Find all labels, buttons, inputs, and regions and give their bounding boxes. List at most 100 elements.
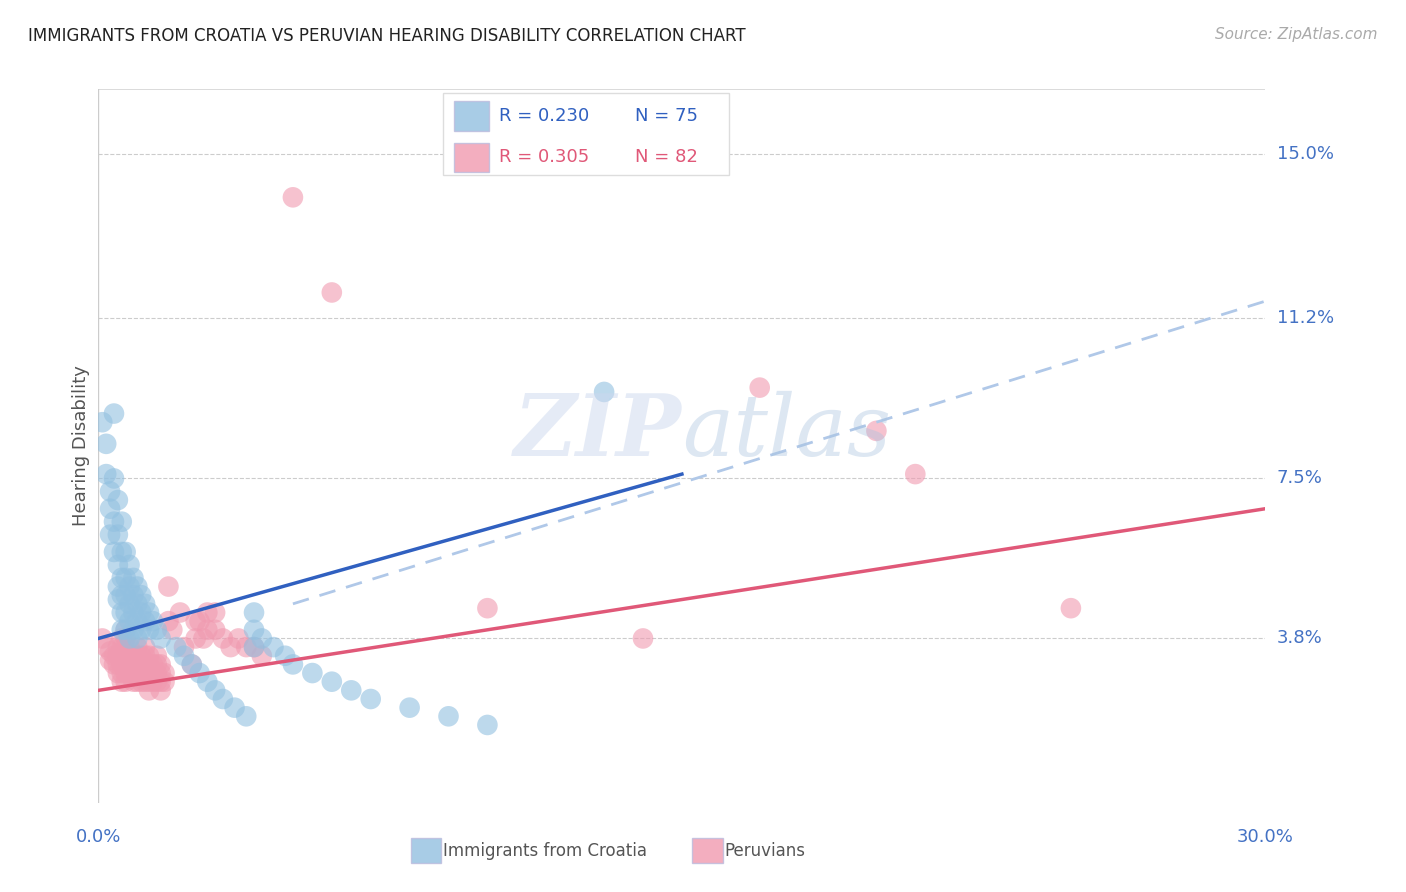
Point	[593, 384, 616, 399]
Point	[127, 580, 149, 594]
Point	[107, 580, 129, 594]
Point	[243, 606, 266, 620]
Point	[107, 640, 129, 654]
Point	[111, 588, 134, 602]
Point	[114, 666, 136, 681]
Point	[91, 632, 114, 646]
Text: 30.0%: 30.0%	[1237, 828, 1294, 846]
Point	[118, 632, 141, 646]
Point	[127, 640, 149, 654]
Point	[321, 285, 343, 300]
Point	[146, 623, 169, 637]
Text: Source: ZipAtlas.com: Source: ZipAtlas.com	[1215, 27, 1378, 42]
Point	[149, 666, 172, 681]
Point	[98, 484, 121, 499]
Point	[111, 674, 134, 689]
Point	[142, 657, 165, 672]
Point	[114, 623, 136, 637]
Point	[865, 424, 887, 438]
Point	[107, 527, 129, 541]
Point	[134, 674, 156, 689]
Point	[243, 640, 266, 654]
Point	[107, 657, 129, 672]
Point	[180, 657, 202, 672]
Point	[103, 648, 125, 663]
Point	[118, 657, 141, 672]
Point	[114, 640, 136, 654]
Point	[138, 674, 160, 689]
Point	[98, 653, 121, 667]
Point	[129, 606, 152, 620]
Point	[134, 666, 156, 681]
Point	[118, 558, 141, 572]
Text: IMMIGRANTS FROM CROATIA VS PERUVIAN HEARING DISABILITY CORRELATION CHART: IMMIGRANTS FROM CROATIA VS PERUVIAN HEAR…	[28, 27, 745, 45]
Point	[122, 648, 145, 663]
Point	[122, 606, 145, 620]
Point	[281, 657, 304, 672]
Point	[129, 623, 152, 637]
Point	[162, 623, 184, 637]
FancyBboxPatch shape	[454, 102, 489, 131]
Point	[153, 666, 176, 681]
Point	[122, 623, 145, 637]
Point	[398, 700, 420, 714]
Point	[153, 674, 176, 689]
Point	[157, 614, 180, 628]
Text: R = 0.305: R = 0.305	[499, 148, 589, 166]
Text: N = 82: N = 82	[636, 148, 699, 166]
Point	[149, 674, 172, 689]
Point	[114, 674, 136, 689]
Point	[111, 623, 134, 637]
Point	[114, 623, 136, 637]
Point	[118, 614, 141, 628]
Point	[149, 632, 172, 646]
Point	[134, 614, 156, 628]
Point	[111, 545, 134, 559]
Point	[169, 606, 191, 620]
Point	[107, 558, 129, 572]
Point	[111, 648, 134, 663]
Point	[114, 606, 136, 620]
Text: Immigrants from Croatia: Immigrants from Croatia	[443, 842, 647, 860]
Point	[118, 666, 141, 681]
Text: 7.5%: 7.5%	[1277, 469, 1323, 487]
Point	[146, 648, 169, 663]
FancyBboxPatch shape	[443, 93, 728, 175]
Point	[138, 623, 160, 637]
Point	[138, 666, 160, 681]
Point	[243, 623, 266, 637]
Point	[103, 515, 125, 529]
Point	[437, 709, 460, 723]
Point	[235, 709, 257, 723]
Point	[98, 527, 121, 541]
Point	[122, 666, 145, 681]
Point	[149, 683, 172, 698]
Point	[127, 597, 149, 611]
Point	[127, 674, 149, 689]
Point	[138, 648, 160, 663]
Point	[321, 674, 343, 689]
Point	[107, 493, 129, 508]
FancyBboxPatch shape	[454, 143, 489, 172]
Point	[477, 601, 499, 615]
Point	[114, 588, 136, 602]
Text: 0.0%: 0.0%	[76, 828, 121, 846]
Point	[127, 648, 149, 663]
Point	[96, 640, 118, 654]
Point	[129, 648, 152, 663]
Point	[262, 640, 284, 654]
Point	[122, 571, 145, 585]
Point	[127, 632, 149, 646]
Point	[204, 623, 226, 637]
Point	[477, 718, 499, 732]
Point	[142, 614, 165, 628]
Text: 15.0%: 15.0%	[1277, 145, 1333, 163]
Point	[122, 657, 145, 672]
Text: Peruvians: Peruvians	[724, 842, 806, 860]
Point	[173, 640, 195, 654]
Text: 3.8%: 3.8%	[1277, 630, 1322, 648]
Point	[118, 640, 141, 654]
Point	[748, 381, 770, 395]
Point	[146, 657, 169, 672]
Point	[98, 501, 121, 516]
